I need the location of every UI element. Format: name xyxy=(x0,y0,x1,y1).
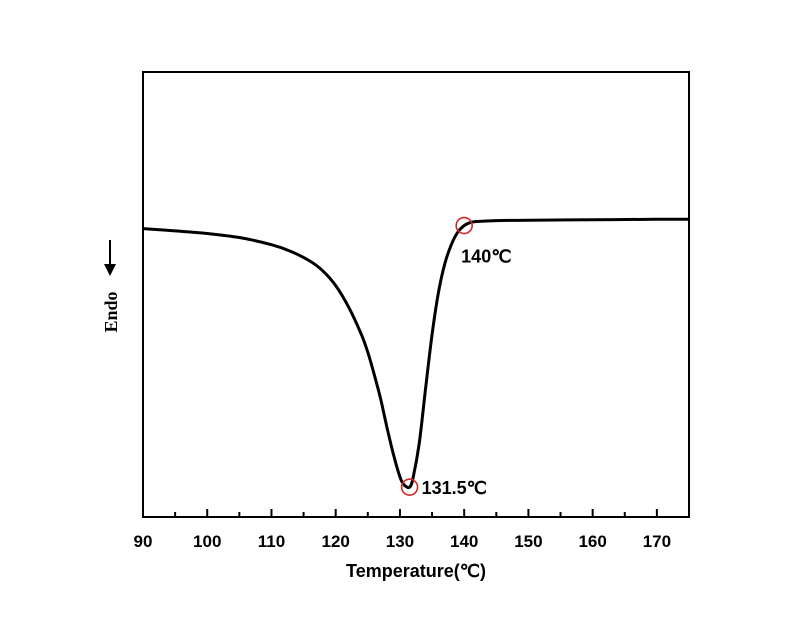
x-tick-label: 160 xyxy=(578,532,606,551)
x-tick-label: 140 xyxy=(450,532,478,551)
x-axis-ticks xyxy=(142,509,690,517)
x-tick-label: 110 xyxy=(258,532,285,551)
x-tick-label: 130 xyxy=(386,532,414,551)
annotation-marker xyxy=(400,478,419,496)
x-axis-title: Temperature(℃) xyxy=(346,561,486,581)
y-axis-title: Endo xyxy=(101,291,121,332)
x-axis-tick-labels: 90 100 110 120 130 140 150 160 170 xyxy=(134,532,672,551)
annotation-label: 131.5℃ xyxy=(422,478,487,498)
annotation-labels: 131.5℃ 140℃ xyxy=(422,247,512,499)
x-tick-label: 120 xyxy=(322,532,350,551)
y-axis-title-group: Endo xyxy=(101,291,121,332)
plot-frame xyxy=(142,71,690,518)
x-tick-label: 150 xyxy=(514,532,542,551)
down-arrow-icon xyxy=(104,240,116,276)
series-line xyxy=(142,217,690,490)
x-tick-label: 100 xyxy=(193,532,221,551)
annotation-markers xyxy=(400,216,473,496)
annotation-marker xyxy=(455,216,473,235)
x-tick-label: 170 xyxy=(643,532,671,551)
annotation-label: 140℃ xyxy=(461,247,511,267)
x-tick-label: 90 xyxy=(134,532,153,551)
